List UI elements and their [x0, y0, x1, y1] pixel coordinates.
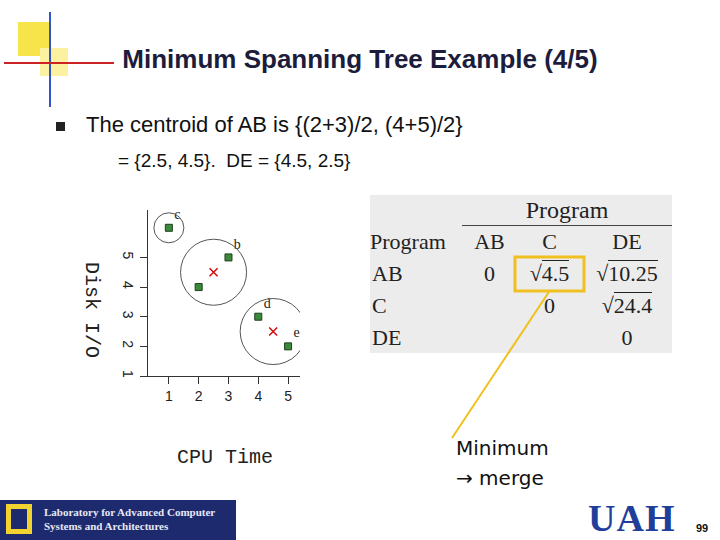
html-text:Minimum Spanning Tree Example: Minimum Spanning Tree Example (4/5)	[122, 44, 598, 74]
html-text:AB: AB	[372, 261, 403, 286]
svg-text:2: 2	[120, 340, 136, 348]
svg-text:5: 5	[284, 388, 292, 404]
svg-text:3: 3	[120, 311, 136, 319]
svg-text:4: 4	[120, 281, 136, 289]
svg-text:Disk I/O: Disk I/O	[80, 262, 103, 358]
html-text:√ 10.25: √ 10.25	[596, 261, 658, 286]
svg-text:1: 1	[120, 370, 136, 378]
html-text:0: 0	[621, 325, 633, 350]
svg-text:1: 1	[165, 388, 173, 404]
svg-text:5: 5	[120, 251, 136, 259]
html-text:C: C	[372, 293, 387, 318]
html-text:→ merge: → merge	[456, 466, 544, 490]
svg-text:d: d	[264, 296, 271, 311]
html-text:DE: DE	[612, 229, 642, 254]
html-text:0: 0	[484, 261, 495, 286]
svg-text:c: c	[174, 207, 180, 222]
html-text:√ 4.5: √ 4.5	[529, 261, 570, 286]
html-text:C: C	[542, 229, 557, 254]
svg-text:4: 4	[254, 388, 262, 404]
html-text:Systems and Architectures: Systems and Architectures	[44, 520, 169, 532]
html-text:99: 99	[696, 522, 709, 534]
svg-text:e: e	[293, 325, 299, 340]
svg-text:3: 3	[225, 388, 233, 404]
html-text:UAH: UAH	[588, 497, 676, 539]
html-text:Program: Program	[370, 228, 446, 254]
html-text:Laboratory for Advanced Comput: Laboratory for Advanced Computer	[44, 506, 216, 518]
html-text:= {2.5, 4.5}. DE = {4.5, 2.5}: = {2.5, 4.5}. DE = {4.5, 2.5}	[118, 150, 351, 171]
html-text:AB: AB	[474, 229, 505, 254]
html-text:The centroid of AB is {(2+3)/2: The centroid of AB is {(2+3)/2, (4+5)/2}	[86, 112, 463, 137]
svg-text:b: b	[234, 237, 241, 252]
html-text:√ 24.4: √ 24.4	[601, 293, 653, 318]
html-text:0: 0	[544, 293, 555, 318]
svg-text:CPU Time: CPU Time	[177, 446, 273, 469]
html-text:Minimum: Minimum	[456, 436, 549, 460]
html-text:Program: Program	[525, 196, 609, 223]
html-text:DE: DE	[372, 325, 402, 350]
svg-text:2: 2	[195, 388, 203, 404]
